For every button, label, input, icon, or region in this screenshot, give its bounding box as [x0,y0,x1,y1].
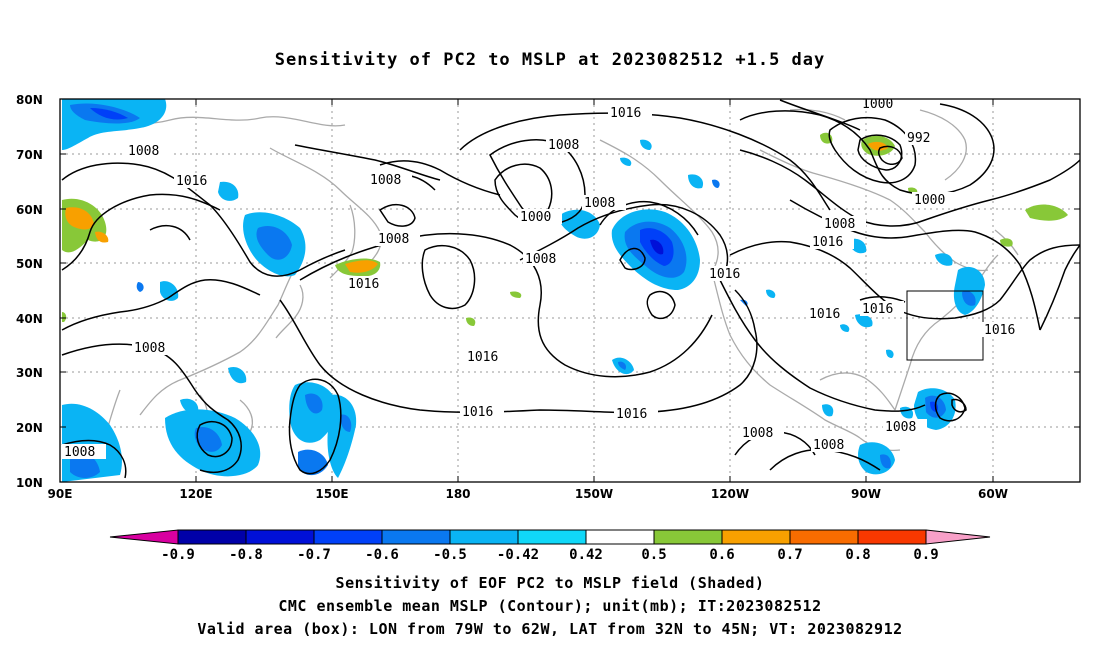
contour-label-992-greenland: 992 [907,131,930,146]
contour-labels: 1016 1008 1008 1016 1008 1008 1016 1008 … [62,97,1026,460]
sensitivity-shading [62,99,1068,482]
contour-label-1016-alaska: 1016 [709,267,740,282]
colorbar-label-7: 0.42 [569,547,603,563]
axis-ticks [60,98,1080,483]
contour-label-1016-pacific-high-west: 1016 [462,405,493,420]
contour-label-1008-east-siberia: 1008 [548,138,579,153]
lon-label-180: 180 [445,487,470,501]
lat-label-10n: 10N [16,476,43,490]
colorbar-cell-7 [585,529,655,545]
contour-label-1016-canada: 1016 [812,235,843,250]
colorbar-cell-2 [245,529,315,545]
lat-label-30n: 30N [16,366,43,380]
colorbar-cell-9 [721,529,791,545]
lon-label-150e: 150E [315,487,348,501]
colorbar-cell-8 [653,529,723,545]
colorbar-label-11: 0.8 [845,547,870,563]
colorbar-label-9: 0.6 [709,547,734,563]
colorbar [109,529,991,545]
colorbar-label-6: -0.42 [497,547,539,563]
lat-label-50n: 50N [16,257,43,271]
contour-label-1008-india: 1008 [64,445,95,460]
contour-label-1016-pacific-south: 1016 [616,407,647,422]
colorbar-end-low [109,529,179,545]
map-frame [59,98,1081,483]
contour-label-1016-japan: 1016 [348,277,379,292]
chart-title: Sensitivity of PC2 to MSLP at 2023082512… [274,50,826,70]
contour-label-1008-bering: 1008 [525,252,556,267]
lon-label-120w: 120W [711,487,749,501]
colorbar-label-4: -0.6 [365,547,399,563]
contour-label-1008-china: 1008 [134,341,165,356]
contour-label-1008-caribbean: 1008 [885,420,916,435]
colorbar-label-1: -0.9 [161,547,195,563]
contour-label-1016-great-lakes: 1016 [862,302,893,317]
contour-label-1000-aleutian: 1000 [520,210,551,225]
caption-line-1: Sensitivity of EOF PC2 to MSLP field (Sh… [335,574,765,592]
contour-label-1008-kamchatka: 1008 [378,232,409,247]
lat-label-40n: 40N [16,312,43,326]
contour-label-1008-okhotsk: 1008 [370,173,401,188]
lat-labels: 80N 70N 60N 50N 40N 30N 20N 10N [16,93,43,490]
contour-label-1016-npac-north: 1016 [610,106,641,121]
lon-labels: 90E 120E 150E 180 150W 120W 90W 60W [48,487,1008,501]
colorbar-end-high [925,529,991,545]
colorbar-label-12: 0.9 [913,547,938,563]
lon-label-60w: 60W [978,487,1008,501]
colorbar-cell-11 [857,529,927,545]
contour-label-1008-siberia: 1008 [128,144,159,159]
lon-label-120e: 120E [179,487,212,501]
contour-label-1016-pnw: 1016 [467,350,498,365]
colorbar-label-2: -0.8 [229,547,263,563]
colorbar-labels: -0.9 -0.8 -0.7 -0.6 -0.5 -0.42 0.42 0.5 … [161,547,939,563]
contour-label-1008-central-america: 1008 [813,438,844,453]
colorbar-cell-3 [313,529,383,545]
colorbar-label-5: -0.5 [433,547,467,563]
contour-label-1016-atlantic: 1016 [984,323,1015,338]
contour-label-1008-hudson: 1008 [824,217,855,232]
lat-label-20n: 20N [16,421,43,435]
colorbar-label-10: 0.7 [777,547,802,563]
lat-label-60n: 60N [16,203,43,217]
colorbar-cell-10 [789,529,859,545]
colorbar-cell-1 [177,529,247,545]
contour-label-1008-mexico: 1008 [742,426,773,441]
colorbar-cell-4 [381,529,451,545]
colorbar-cell-6 [517,529,587,545]
mslp-contours [61,99,1080,479]
map-content: 1016 1008 1008 1016 1008 1008 1016 1008 … [60,97,1080,482]
colorbar-cell-5 [449,529,519,545]
contour-label-1000-greenland-north: 1000 [862,97,893,112]
lat-label-70n: 70N [16,148,43,162]
contour-label-1008-gulf-alaska: 1008 [584,196,615,211]
lat-label-80n: 80N [16,93,43,107]
lon-label-150w: 150W [575,487,613,501]
contour-label-1016-central-asia: 1016 [176,174,207,189]
caption-line-3: Valid area (box): LON from 79W to 62W, L… [197,620,903,638]
contour-label-1000-labrador: 1000 [914,193,945,208]
colorbar-label-3: -0.7 [297,547,331,563]
contour-label-1016-pacific-southeast: 1016 [809,307,840,322]
lon-label-90e: 90E [48,487,73,501]
lon-label-90w: 90W [851,487,881,501]
colorbar-label-8: 0.5 [641,547,666,563]
caption-line-2: CMC ensemble mean MSLP (Contour); unit(m… [278,597,822,615]
